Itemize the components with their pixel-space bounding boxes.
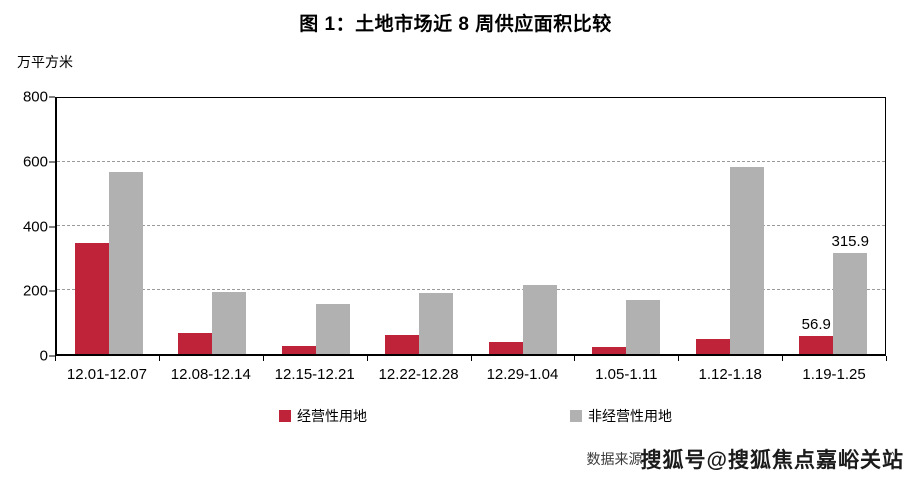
watermark-text: 搜狐号@搜狐焦点嘉峪关站 (640, 449, 904, 472)
bar-operational-land (281, 346, 316, 354)
gridline (57, 225, 885, 226)
bar-value-label: 56.9 (801, 315, 831, 333)
bar-column: 315.9 (831, 98, 870, 354)
gridlines (57, 98, 885, 354)
x-axis-label: 12.15-12.21 (274, 366, 355, 383)
bar-column (178, 98, 213, 354)
x-axis-label: 1.05-1.11 (595, 366, 658, 383)
gridline (57, 161, 885, 162)
x-tick-mark (678, 356, 680, 361)
bar-column (522, 98, 557, 354)
y-axis-unit-label: 万平方米 (17, 54, 73, 70)
x-tick-mark (366, 356, 368, 361)
legend-swatch-red (279, 410, 291, 422)
data-source-suffix: ） (891, 451, 905, 467)
x-tick-mark (55, 356, 56, 361)
legend-label-non-operational-land: 非经营性用地 (588, 408, 672, 424)
bar-operational-land (178, 333, 213, 354)
x-axis-label: 1.19-1.25 (802, 366, 866, 383)
x-tick-mark (158, 356, 160, 361)
bar-column (592, 98, 627, 354)
bar-group (575, 98, 679, 354)
bar-group (161, 98, 265, 354)
bar-column: 56.9 (799, 98, 834, 354)
y-tick-mark (49, 161, 55, 163)
gridline (57, 289, 885, 290)
bars-layer: 56.9 315.9 (57, 98, 885, 354)
bar-column (281, 98, 316, 354)
x-axis-labels: 12.01-12.07 12.08-12.14 12.15-12.21 12.22-1… (55, 366, 886, 383)
legend: 经营性用地 非经营性用地 (0, 406, 911, 426)
y-tick-label: 600 (22, 153, 48, 171)
x-axis-ticks (55, 356, 887, 362)
bar-column (488, 98, 523, 354)
x-axis-label: 1.12-1.18 (698, 366, 762, 383)
bar-non-operational-land (315, 304, 350, 354)
x-tick-mark (470, 356, 472, 361)
bar-column (626, 98, 661, 354)
bar-column (108, 98, 143, 354)
y-tick-label: 800 (22, 88, 48, 106)
legend-item-operational-land: 经营性用地 (279, 406, 367, 426)
bar-column (419, 98, 454, 354)
bar-non-operational-land (212, 292, 247, 354)
bar-operational-land (592, 347, 627, 354)
x-tick-mark (782, 356, 784, 361)
legend-swatch-gray (570, 410, 582, 422)
bar-group (471, 98, 575, 354)
chart-title: 图 1：土地市场近 8 周供应面积比较 (299, 14, 612, 35)
y-tick-label: 0 (39, 347, 48, 365)
x-axis-label: 12.08-12.14 (170, 366, 251, 383)
bar-column (385, 98, 420, 354)
data-source-line: 数据来源 搜狐号@搜狐焦点嘉峪关站 ） (587, 444, 905, 474)
legend-label-operational-land: 经营性用地 (297, 408, 367, 424)
bar-non-operational-land (419, 293, 454, 354)
bar-column (74, 98, 109, 354)
bar-non-operational-land (108, 171, 143, 354)
bar-operational-land (799, 335, 834, 354)
y-tick-mark (49, 355, 55, 357)
bar-operational-land (488, 342, 523, 354)
bar-operational-land (385, 335, 420, 354)
legend-item-non-operational-land: 非经营性用地 (570, 406, 672, 426)
x-axis-label: 12.01-12.07 (66, 366, 147, 383)
y-tick-mark (49, 96, 55, 98)
bar-group (57, 98, 161, 354)
bar-group (264, 98, 368, 354)
x-axis-label: 12.22-12.28 (378, 366, 459, 383)
bar-group: 56.9 315.9 (782, 98, 886, 354)
bar-column (729, 98, 764, 354)
bar-non-operational-land (729, 166, 764, 354)
y-tick-mark (49, 290, 55, 292)
y-tick-label: 400 (22, 218, 48, 235)
bar-group (678, 98, 782, 354)
bar-column (315, 98, 350, 354)
bar-non-operational-land (833, 252, 868, 354)
bar-column (695, 98, 730, 354)
data-source-prefix: 数据来源 (586, 451, 643, 467)
y-tick-label: 200 (22, 282, 48, 300)
bar-non-operational-land (626, 299, 661, 354)
x-tick-mark (886, 356, 887, 361)
x-tick-mark (574, 356, 576, 361)
y-tick-mark (49, 226, 55, 227)
bar-operational-land (695, 339, 730, 354)
y-axis-ticks (49, 96, 55, 357)
bar-group (368, 98, 472, 354)
bar-column (212, 98, 247, 354)
y-axis-labels: 0 200 400 600 800 (0, 90, 48, 364)
bar-value-label: 315.9 (831, 232, 870, 250)
x-axis-label: 12.29-1.04 (486, 366, 559, 383)
plot-area: 56.9 315.9 (55, 97, 886, 356)
x-tick-mark (262, 356, 264, 361)
bar-operational-land (74, 242, 109, 354)
bar-non-operational-land (522, 285, 557, 354)
